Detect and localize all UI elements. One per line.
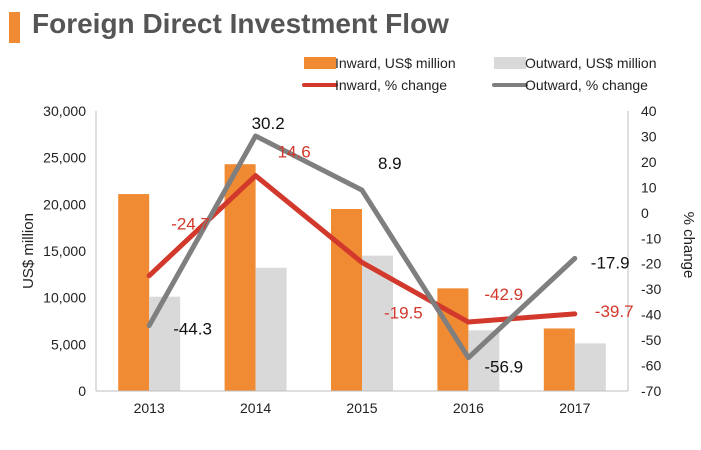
bar-inward-2013: [118, 194, 150, 391]
bar-outward-2017: [574, 343, 606, 391]
outward-change-label: -44.3: [173, 320, 212, 339]
y-tick-label: 5,000: [51, 336, 86, 352]
y2-tick-label: 10: [641, 179, 657, 195]
bars: [118, 164, 606, 391]
y-tick-label: 20,000: [43, 196, 86, 212]
outward-change-label: 30.2: [252, 114, 285, 133]
x-tick-label: 2013: [134, 400, 165, 416]
y2-axis-title: % change: [680, 212, 697, 279]
outward-change-label: -17.9: [591, 253, 630, 272]
data-labels: -24.7 14.6 -19.5 -42.9 -39.7 -44.3 30.2 8.9 -56.…: [171, 114, 633, 377]
y2-tick-label: -40: [641, 307, 661, 323]
legend-inward-change-label: Inward, % change: [335, 77, 447, 93]
y-tick-label: 10,000: [43, 290, 86, 306]
y-tick-label: 15,000: [43, 243, 86, 259]
x-tick-label: 2016: [453, 400, 484, 416]
y2-tick-label: 40: [641, 103, 657, 119]
bar-outward-2014: [255, 267, 287, 391]
legend: Inward, US$ million Outward, US$ million I…: [302, 55, 657, 93]
lines: [146, 133, 578, 361]
y2-tick-label: 20: [641, 154, 657, 170]
bar-outward-2013: [149, 296, 181, 391]
inward-change-label: 14.6: [278, 143, 311, 162]
outward-change-label: 8.9: [378, 154, 402, 173]
y2-tick-label: -30: [641, 281, 661, 297]
bar-inward-2017: [543, 328, 575, 391]
bar-inward-2015: [331, 209, 362, 391]
y2-tick-label: 30: [641, 128, 657, 144]
inward-change-label: -24.7: [171, 215, 210, 234]
y-tick-label: 30,000: [43, 103, 86, 119]
y-tick-label: 25,000: [43, 150, 86, 166]
outward-change-line: [146, 133, 578, 361]
axes: 05,00010,00015,00020,00025,00030,000-70-…: [20, 103, 697, 416]
y2-tick-label: 0: [641, 205, 649, 221]
y2-tick-label: -50: [641, 332, 661, 348]
y2-tick-label: -60: [641, 358, 661, 374]
inward-change-label: -19.5: [384, 303, 423, 322]
title-accent-bar: [9, 12, 20, 43]
legend-outward-us-million-swatch: [494, 57, 526, 69]
legend-inward-us-million-swatch: [304, 57, 336, 69]
inward-change-line: [146, 173, 578, 325]
y-axis-title: US$ million: [20, 213, 37, 289]
y2-tick-label: -70: [641, 383, 661, 399]
y-tick-label: 0: [78, 383, 86, 399]
outward-change-label: -56.9: [484, 358, 523, 377]
legend-outward-us-million-label: Outward, US$ million: [525, 55, 657, 71]
x-tick-label: 2015: [346, 400, 377, 416]
x-tick-label: 2014: [240, 400, 271, 416]
inward-change-label: -42.9: [484, 285, 523, 304]
inward-change-label: -39.7: [595, 302, 634, 321]
chart-title: Foreign Direct Investment Flow: [32, 8, 449, 39]
legend-inward-us-million-label: Inward, US$ million: [335, 55, 456, 71]
x-tick-label: 2017: [559, 400, 590, 416]
bar-inward-2016: [437, 288, 469, 391]
legend-outward-change-label: Outward, % change: [525, 77, 648, 93]
y2-tick-label: -10: [641, 230, 661, 246]
y2-tick-label: -20: [641, 256, 661, 272]
